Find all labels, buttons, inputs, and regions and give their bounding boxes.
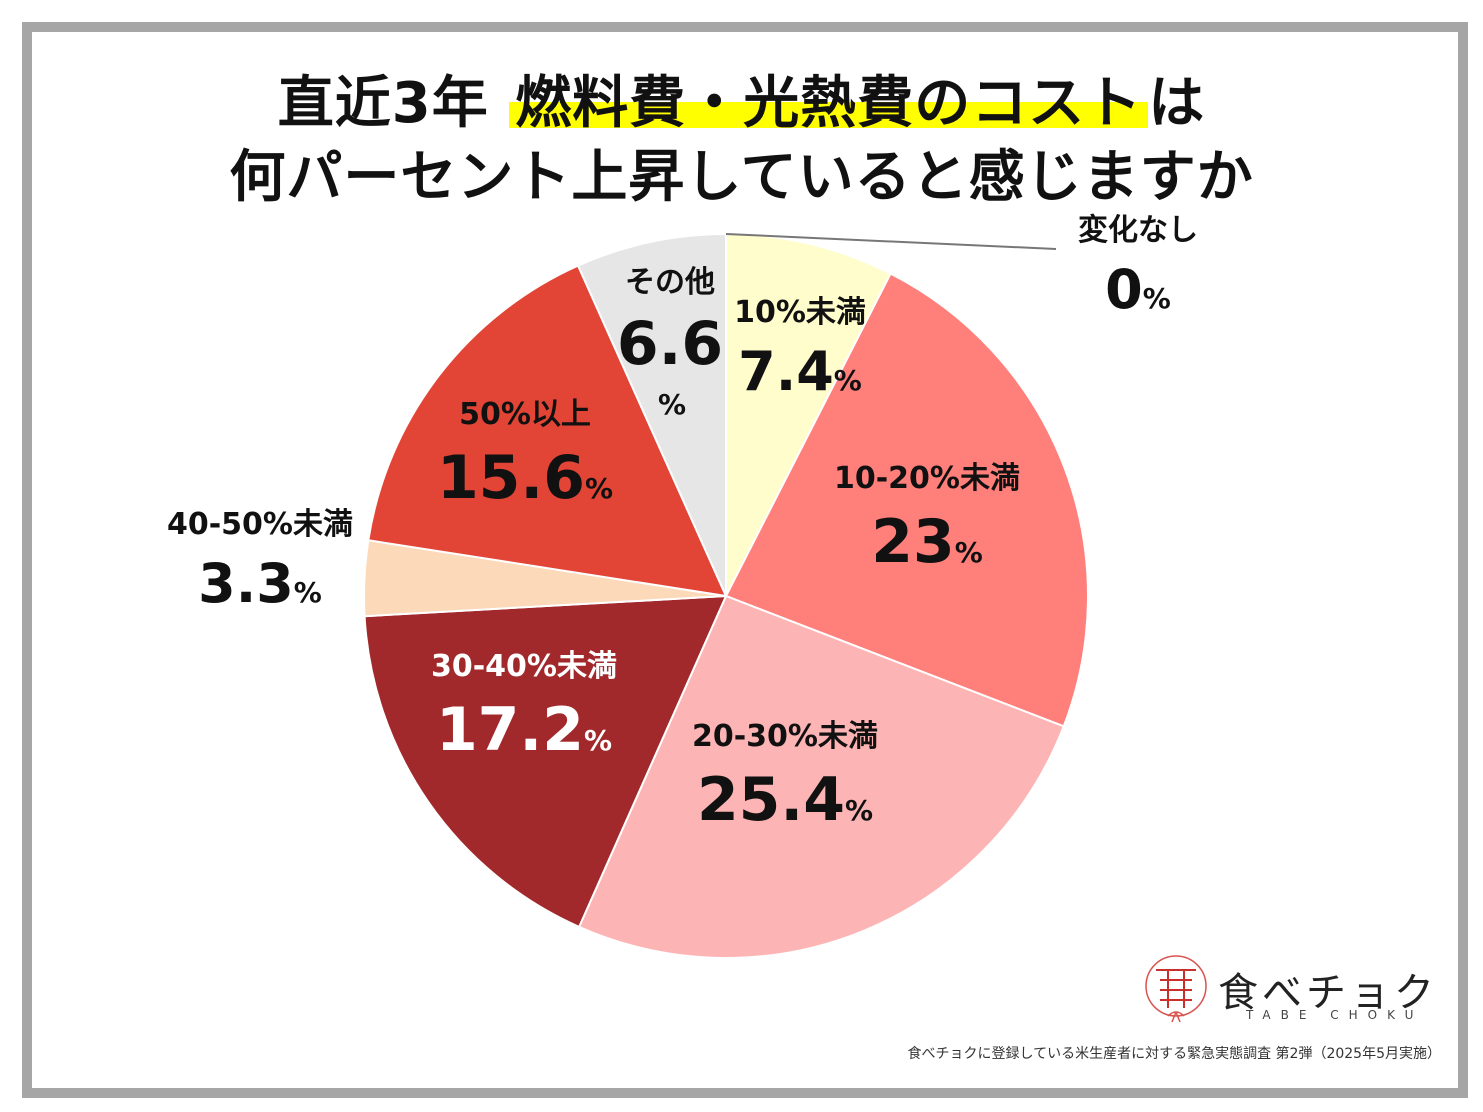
pie-slice <box>363 594 728 929</box>
slice-label: 10-20%未満 <box>834 461 1020 496</box>
slice-value: 0% <box>1105 258 1171 321</box>
title-suffix: は <box>1148 71 1206 136</box>
title-line-2: 何パーセント上昇していると感じますか <box>229 145 1254 210</box>
title-highlight: 燃料費・光熱費のコスト <box>509 71 1149 136</box>
logo-subtext: TABE CHOKU <box>1246 1008 1424 1022</box>
slice-label: 10%未満 <box>734 295 866 330</box>
slice-percent-sign: % <box>658 388 686 421</box>
slice-label: その他 <box>625 265 715 300</box>
slice-value: 7.4% <box>738 340 862 403</box>
pie-slice <box>576 232 727 597</box>
slice-value: 25.4% <box>697 765 873 835</box>
slice-label: 30-40%未満 <box>431 649 617 684</box>
slice-value: 6.6 <box>617 309 723 379</box>
pie-slice <box>367 264 728 598</box>
slice-value: 17.2% <box>436 695 612 765</box>
slice-value: 23% <box>871 507 983 577</box>
slice-label: 40-50%未満 <box>167 507 353 542</box>
logo-mark-icon <box>1138 950 1214 1030</box>
leader-line <box>725 233 1057 250</box>
title-line-1: 直近3年 燃料費・光熱費のコストは <box>0 58 1483 139</box>
logo-text: 食べチョク <box>1218 970 1438 1016</box>
pie-slice <box>577 594 1066 959</box>
slice-label: 20-30%未満 <box>692 719 878 754</box>
title-prefix: 直近3年 <box>277 71 489 136</box>
slice-label: 50%以上 <box>459 397 591 432</box>
slice-value: 3.3% <box>198 552 322 615</box>
slice-value: 15.6% <box>437 443 613 513</box>
source-note: 食べチョクに登録している米生産者に対する緊急実態調査 第2弾（2025年5月実施… <box>907 1046 1441 1062</box>
pie-slice <box>724 272 1089 728</box>
slice-label: 変化なし <box>1078 213 1198 248</box>
